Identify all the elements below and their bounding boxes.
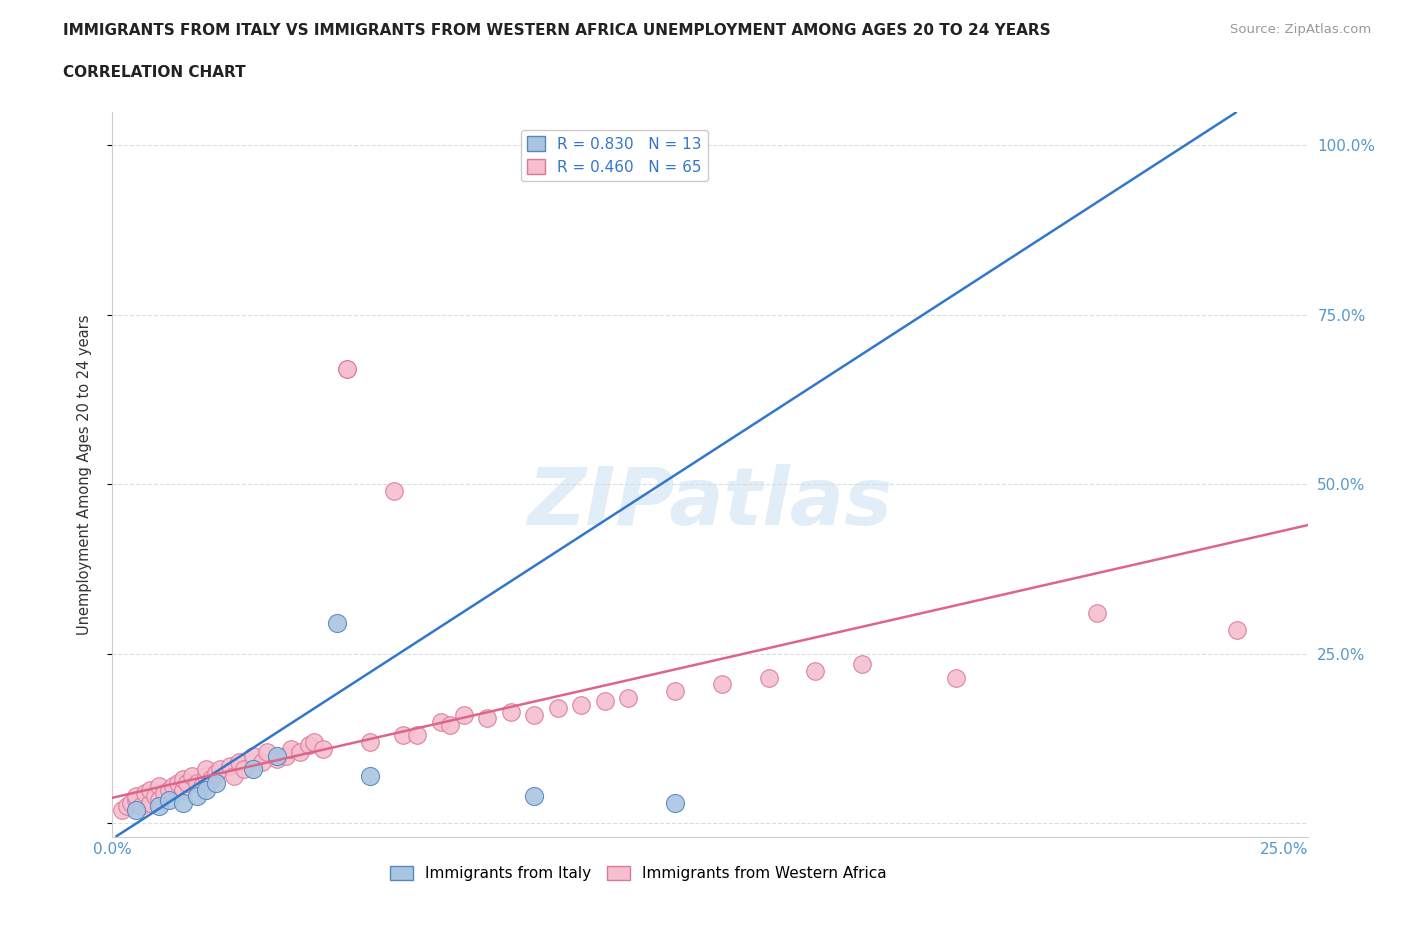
Point (523, 789, 546, 804)
Point (439, 718, 461, 733)
Point (139, 782, 162, 797)
Point (274, 749, 297, 764)
Point (232, 762, 254, 777)
Point (664, 684, 686, 698)
Point (1226, 623, 1249, 638)
Point (547, 700, 569, 715)
Point (298, 738, 321, 753)
Point (1085, 605, 1108, 620)
Point (312, 741, 335, 756)
Legend: Immigrants from Italy, Immigrants from Western Africa: Immigrants from Italy, Immigrants from W… (384, 859, 893, 887)
Point (125, 803, 148, 817)
Text: IMMIGRANTS FROM ITALY VS IMMIGRANTS FROM WESTERN AFRICA UNEMPLOYMENT AMONG AGES : IMMIGRANTS FROM ITALY VS IMMIGRANTS FROM… (63, 23, 1050, 38)
Point (359, 735, 381, 750)
Point (945, 671, 967, 685)
Point (186, 776, 208, 790)
Point (157, 782, 180, 797)
Point (157, 792, 180, 807)
Point (218, 758, 240, 773)
Point (336, 362, 359, 377)
Point (593, 694, 616, 709)
Point (224, 768, 246, 783)
Point (242, 749, 264, 764)
Point (125, 789, 148, 804)
Point (181, 768, 204, 783)
Point (382, 484, 405, 498)
Point (804, 663, 827, 678)
Point (143, 789, 166, 804)
Point (148, 799, 170, 814)
Point (288, 745, 311, 760)
Point (172, 796, 194, 811)
Text: CORRELATION CHART: CORRELATION CHART (63, 65, 246, 80)
Point (617, 691, 640, 706)
Point (134, 786, 156, 801)
Point (477, 711, 499, 725)
Point (336, 362, 359, 377)
Point (115, 799, 138, 814)
Point (359, 768, 381, 783)
Point (326, 616, 349, 631)
Point (153, 786, 176, 801)
Point (266, 749, 288, 764)
Point (710, 677, 733, 692)
Point (228, 755, 250, 770)
Point (204, 765, 226, 780)
Point (499, 704, 522, 719)
Point (204, 776, 226, 790)
Point (664, 796, 686, 811)
Point (125, 792, 148, 807)
Point (256, 745, 278, 760)
Point (190, 778, 212, 793)
Point (523, 708, 546, 723)
Point (111, 803, 134, 817)
Point (172, 772, 194, 787)
Point (209, 762, 232, 777)
Point (280, 741, 302, 756)
Point (129, 799, 152, 814)
Point (195, 762, 218, 777)
Point (569, 698, 592, 712)
Point (392, 728, 415, 743)
Point (167, 776, 190, 790)
Point (252, 755, 274, 770)
Point (851, 657, 873, 671)
Point (139, 796, 162, 811)
Point (200, 772, 222, 787)
Y-axis label: Unemployment Among Ages 20 to 24 years: Unemployment Among Ages 20 to 24 years (77, 314, 91, 634)
Point (172, 782, 194, 797)
Point (162, 778, 184, 793)
Point (148, 792, 170, 807)
Point (195, 768, 218, 783)
Point (242, 762, 264, 777)
Point (453, 708, 475, 723)
Point (148, 778, 170, 793)
Point (429, 714, 451, 729)
Point (176, 776, 198, 790)
Point (758, 671, 780, 685)
Point (266, 751, 288, 766)
Point (302, 735, 325, 750)
Text: ZIPatlas: ZIPatlas (527, 464, 893, 542)
Point (406, 728, 429, 743)
Text: Source: ZipAtlas.com: Source: ZipAtlas.com (1230, 23, 1371, 36)
Point (186, 789, 208, 804)
Point (195, 782, 218, 797)
Point (120, 796, 142, 811)
